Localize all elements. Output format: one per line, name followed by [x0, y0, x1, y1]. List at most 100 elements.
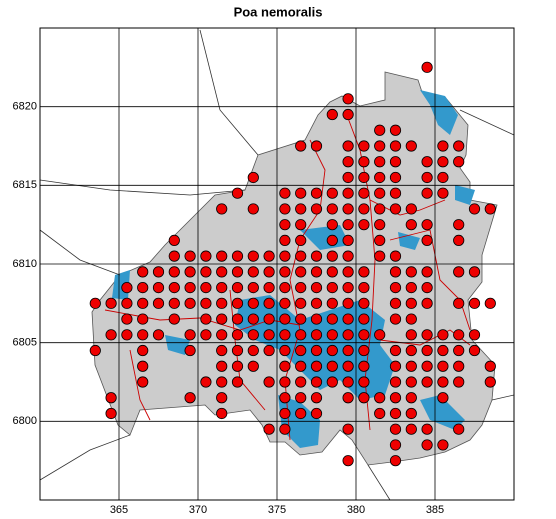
point [247, 313, 259, 325]
point [247, 329, 259, 341]
point [437, 439, 449, 451]
point [374, 187, 386, 199]
point [295, 297, 307, 309]
point [326, 360, 338, 372]
point [105, 407, 117, 420]
point [310, 140, 323, 152]
point [263, 297, 275, 309]
point [200, 376, 212, 388]
point [342, 156, 354, 168]
point [295, 266, 307, 278]
point [184, 297, 196, 309]
point [405, 219, 417, 231]
point [263, 329, 275, 341]
point [184, 329, 196, 341]
point [389, 156, 402, 168]
point [405, 313, 417, 325]
point [421, 360, 433, 372]
point [374, 219, 386, 231]
point [342, 376, 354, 388]
point [326, 266, 338, 278]
point [389, 281, 402, 294]
point [295, 376, 307, 388]
point [105, 329, 117, 341]
point [405, 344, 417, 357]
point [231, 281, 244, 294]
point [405, 392, 417, 404]
point [184, 266, 196, 278]
point [310, 187, 323, 199]
point [200, 250, 212, 262]
point [342, 455, 354, 467]
point [342, 313, 354, 325]
point [342, 219, 354, 231]
point [326, 329, 338, 341]
point [421, 297, 433, 309]
point [152, 266, 165, 278]
point [200, 329, 212, 341]
point [231, 250, 244, 262]
point [137, 329, 149, 341]
point [279, 234, 291, 246]
point [216, 392, 228, 404]
point [137, 360, 149, 372]
point [358, 329, 370, 341]
point [231, 313, 244, 325]
point [389, 297, 402, 309]
point [231, 266, 244, 278]
point [389, 423, 402, 435]
point [421, 234, 433, 246]
point [216, 281, 228, 294]
point [453, 234, 465, 246]
point [389, 376, 402, 388]
point [310, 360, 323, 372]
point [405, 203, 417, 215]
point [184, 281, 196, 294]
point [342, 203, 354, 215]
point [342, 392, 354, 404]
point [279, 423, 291, 435]
point [263, 423, 275, 435]
point [342, 297, 354, 309]
point [421, 266, 433, 278]
point [247, 360, 259, 372]
point [89, 344, 101, 357]
point [484, 376, 496, 388]
point [453, 219, 465, 231]
point [168, 234, 180, 246]
point [152, 297, 165, 309]
point [389, 392, 402, 404]
point [405, 329, 417, 341]
point [231, 329, 244, 341]
plot-frame [39, 27, 515, 501]
point [437, 156, 449, 168]
point [279, 250, 291, 262]
point [295, 203, 307, 215]
point [137, 297, 149, 309]
point [152, 281, 165, 294]
point [453, 360, 465, 372]
point [468, 344, 481, 357]
point [137, 313, 149, 325]
point [374, 250, 386, 262]
point [453, 297, 465, 309]
point [184, 344, 196, 357]
point [389, 313, 402, 325]
point [374, 234, 386, 246]
y-tick-label: 6800 [13, 415, 37, 427]
point [168, 313, 180, 325]
point [389, 171, 402, 184]
point [453, 344, 465, 357]
point [89, 297, 101, 309]
point [326, 344, 338, 357]
point [295, 234, 307, 246]
point [374, 329, 386, 341]
x-tick-label: 370 [189, 504, 207, 516]
point [342, 360, 354, 372]
point [326, 281, 338, 294]
point [279, 281, 291, 294]
point [358, 266, 370, 278]
point [137, 376, 149, 388]
point [405, 140, 417, 152]
point [263, 266, 275, 278]
